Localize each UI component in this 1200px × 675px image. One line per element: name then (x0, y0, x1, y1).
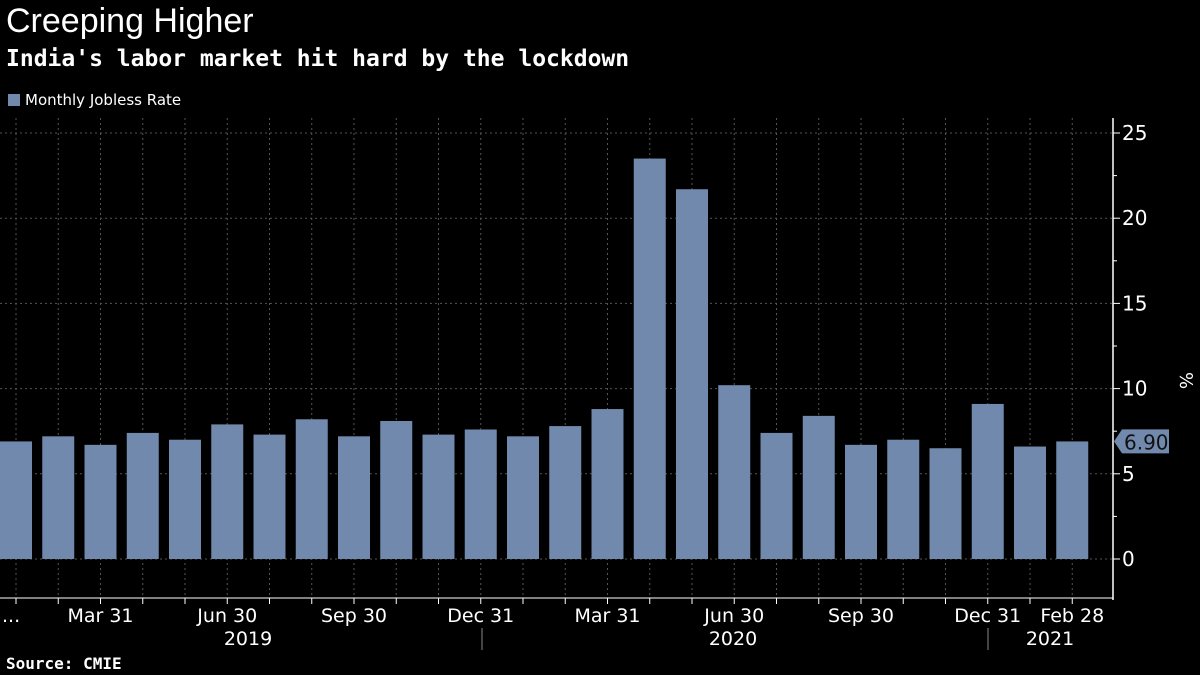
x-tick-label: Dec 31 (954, 605, 1021, 627)
bar (1056, 441, 1089, 559)
y-tick-label: 10 (1122, 377, 1147, 401)
y-tick-label: 15 (1122, 291, 1147, 315)
bar (84, 444, 117, 559)
last-value-tag (1114, 429, 1169, 454)
legend: Monthly Jobless Rate (8, 91, 181, 109)
source-note: Source: CMIE (6, 654, 122, 673)
y-tick-label: 25 (1122, 121, 1147, 145)
bar (42, 436, 75, 559)
bar (338, 436, 370, 559)
year-label: 2020 (709, 628, 757, 650)
x-tick-label: Feb 28 (1040, 605, 1104, 627)
y-tick-label: 5 (1122, 462, 1135, 486)
x-tick-label: Jun 30 (703, 605, 764, 627)
bar (422, 434, 455, 559)
bar (845, 444, 877, 559)
bar (760, 432, 793, 559)
year-label: 2021 (1026, 628, 1074, 650)
last-value-label: 6.90 (1124, 430, 1169, 454)
bar (211, 424, 244, 559)
x-tick-label: ... (2, 605, 20, 627)
bar (802, 415, 835, 559)
bar (676, 189, 708, 559)
chart-subtitle: India's labor market hit hard by the loc… (6, 46, 630, 72)
bar (591, 409, 624, 559)
x-tick-label: Dec 31 (447, 605, 514, 627)
x-tick-label: Sep 30 (321, 605, 387, 627)
bar (126, 432, 159, 559)
x-tick-label: Mar 31 (574, 605, 640, 627)
chart-title: Creeping Higher (6, 2, 254, 40)
bar (380, 420, 413, 559)
year-label: 2019 (224, 628, 272, 650)
y-tick-label: 0 (1122, 547, 1135, 571)
bar (887, 439, 920, 559)
y-axis-label: % (1175, 372, 1196, 389)
x-tick-label: Mar 31 (67, 605, 133, 627)
bar (253, 434, 286, 559)
bar (549, 426, 582, 559)
bar (0, 441, 32, 559)
bar (295, 419, 328, 559)
bar (169, 439, 201, 559)
legend-label: Monthly Jobless Rate (25, 91, 182, 109)
bar (507, 436, 539, 559)
bar (971, 403, 1004, 559)
bar (633, 158, 666, 559)
legend-swatch (8, 94, 20, 106)
x-tick-label: Sep 30 (828, 605, 894, 627)
bar (1014, 446, 1046, 559)
bar (929, 448, 962, 559)
bar (718, 385, 751, 559)
y-tick-label: 20 (1122, 206, 1147, 230)
x-tick-label: Jun 30 (196, 605, 257, 627)
bar (464, 429, 497, 559)
